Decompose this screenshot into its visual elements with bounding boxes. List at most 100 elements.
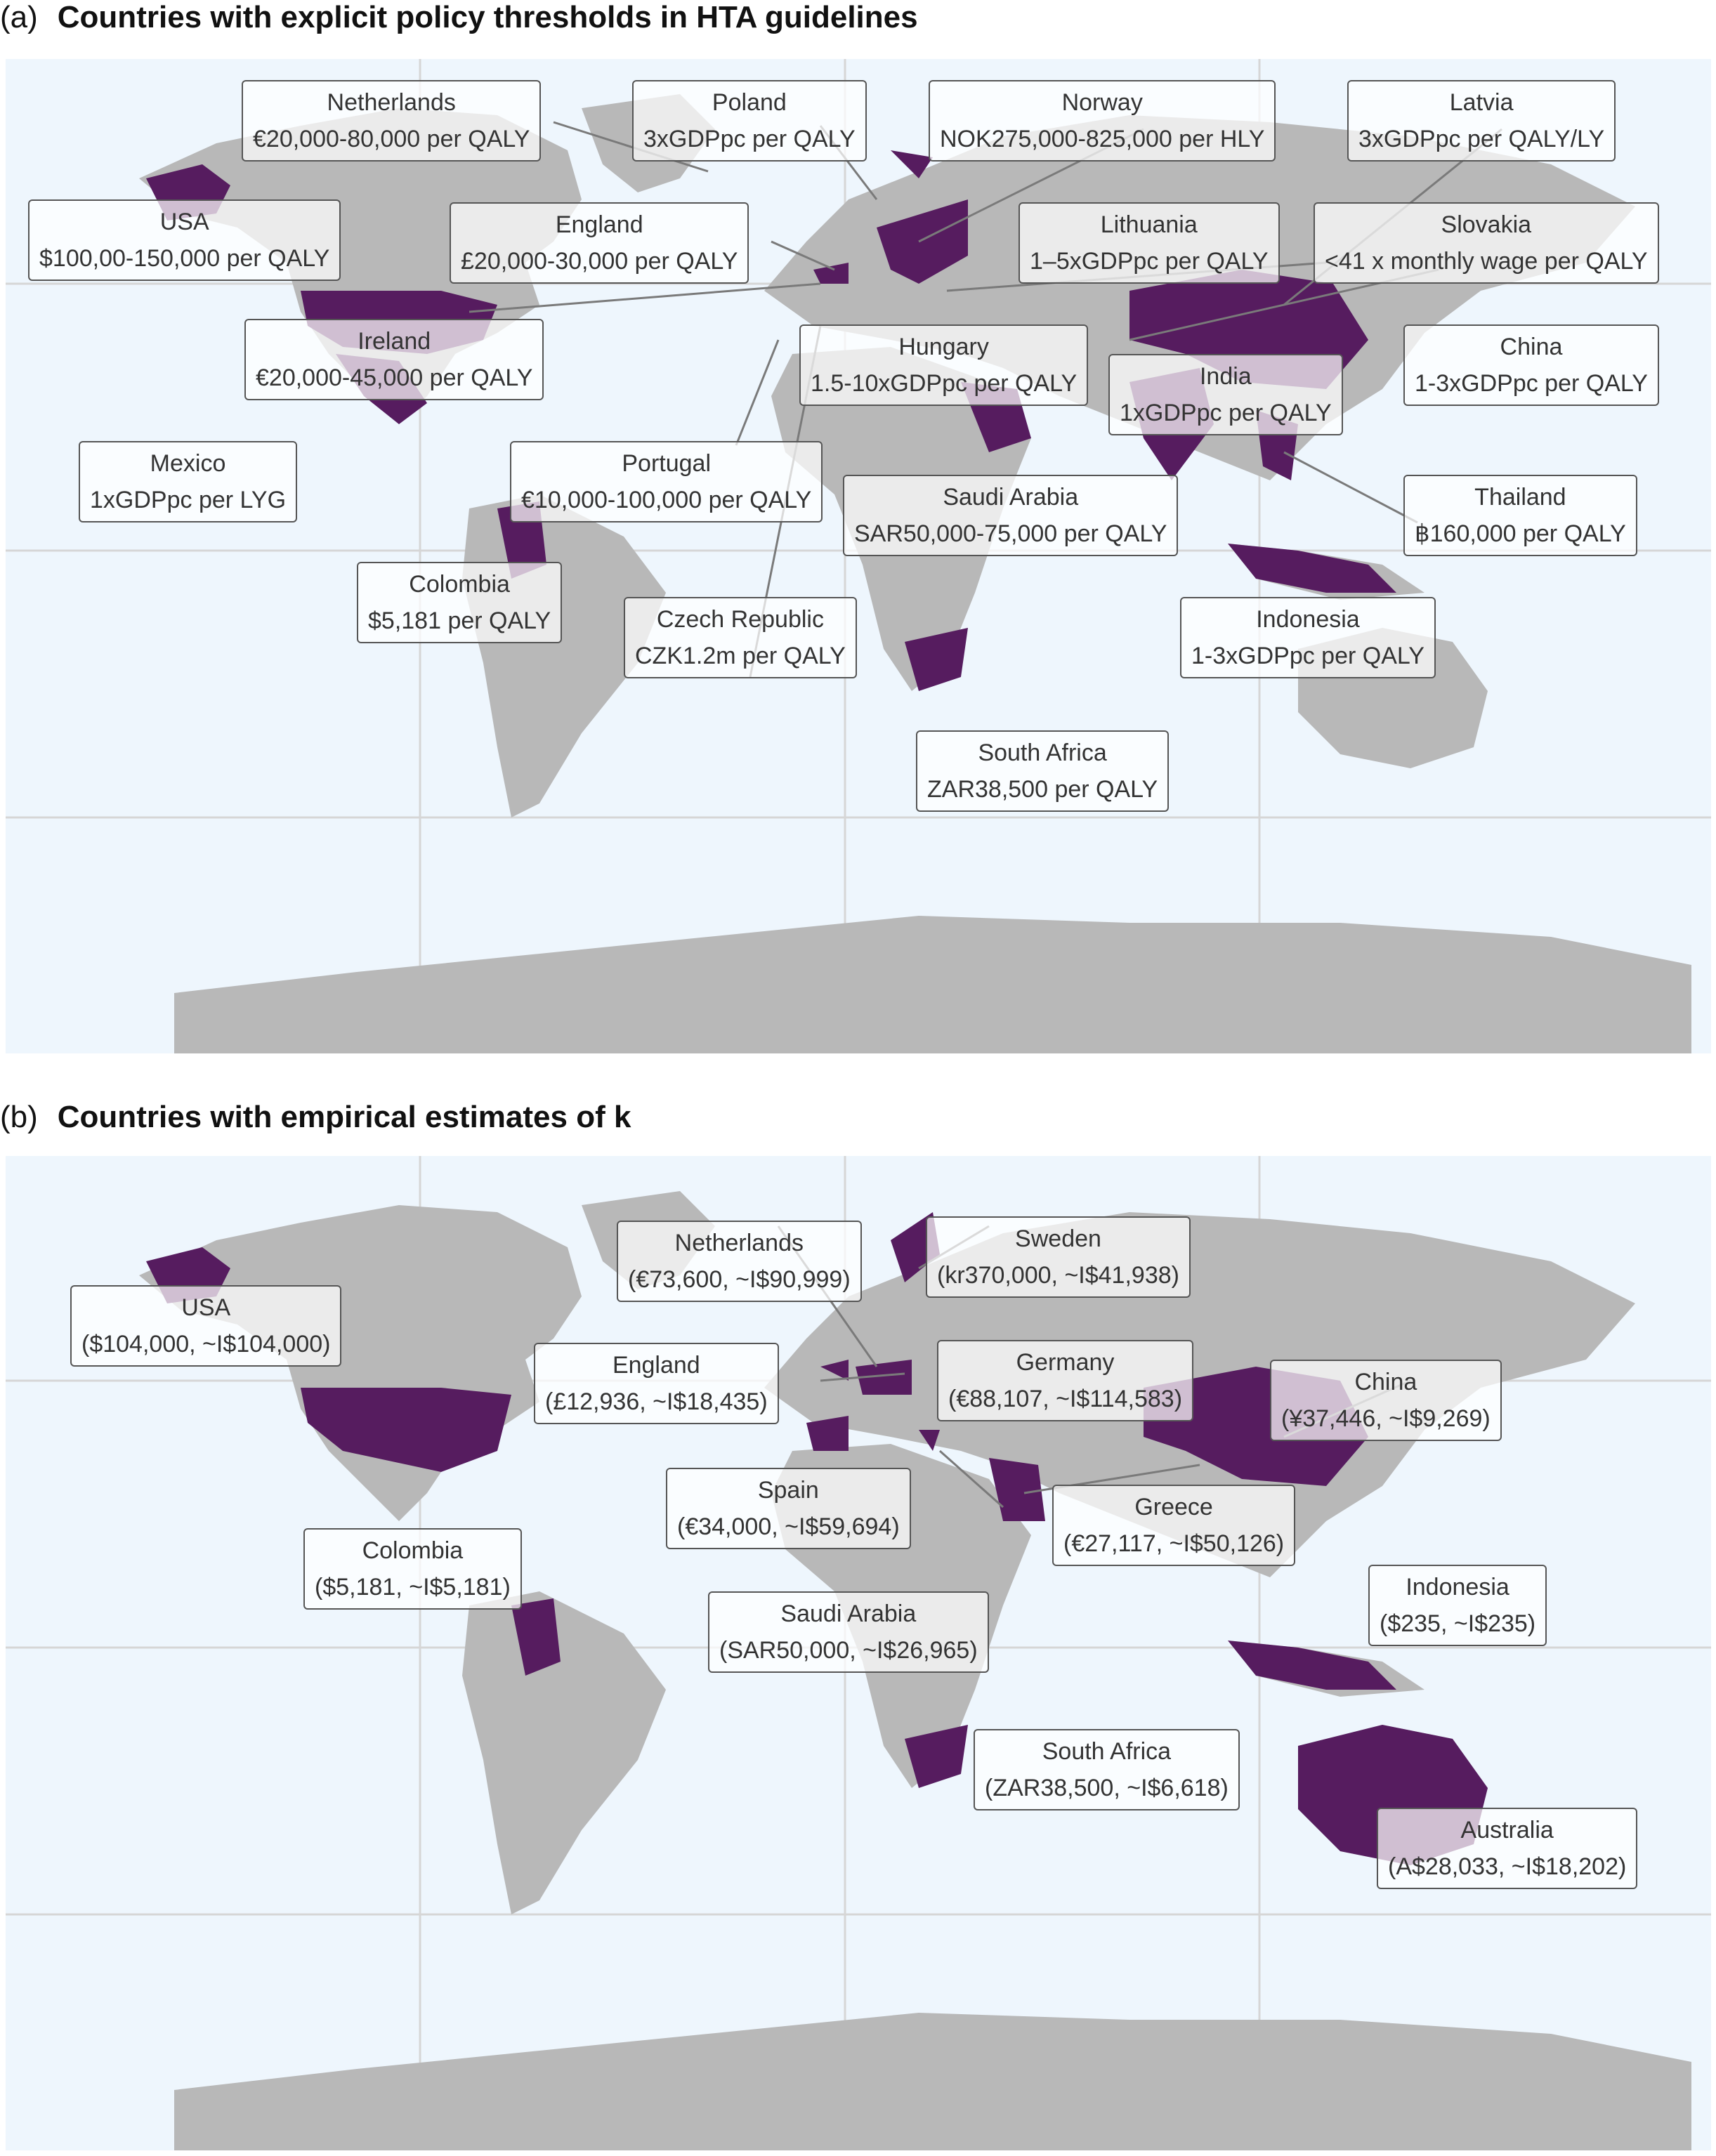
country-value: €20,000-45,000 per QALY [256,364,533,391]
country-value: SAR50,000-75,000 per QALY [854,520,1167,547]
country-value: (kr370,000, ~I$41,938) [937,1262,1179,1289]
country-name: USA [181,1294,231,1321]
country-name: Germany [1016,1349,1115,1376]
country-value: ZAR38,500 per QALY [927,776,1158,803]
country-name: Spain [757,1477,819,1504]
panel-a-map: Netherlands €20,000-80,000 per QALY Polan… [6,59,1711,1053]
panel-a-letter: (a) [0,0,38,34]
country-name: Latvia [1449,89,1514,116]
country-name: Saudi Arabia [943,484,1079,511]
country-name: Poland [712,89,787,116]
label-latvia: Latvia 3xGDPpc per QALY/LY [1347,80,1616,162]
country-name: Mexico [150,450,226,477]
country-name: Indonesia [1406,1574,1509,1600]
country-value: (A$28,033, ~I$18,202) [1388,1853,1627,1880]
label-saudi-arabia: Saudi Arabia SAR50,000-75,000 per QALY [843,475,1179,556]
country-name: Saudi Arabia [780,1600,917,1627]
country-value: (€34,000, ~I$59,694) [677,1513,900,1540]
label-czech-republic: Czech Republic CZK1.2m per QALY [624,597,857,678]
label-spain: Spain (€34,000, ~I$59,694) [666,1468,911,1549]
label-portugal: Portugal €10,000-100,000 per QALY [510,441,823,522]
country-name: Portugal [622,450,711,477]
label-usa: USA $100,00-150,000 per QALY [28,199,341,281]
country-name: Lithuania [1100,211,1198,238]
country-name: Hungary [898,334,989,360]
country-value: 1.5-10xGDPpc per QALY [811,370,1078,397]
label-netherlands: Netherlands (€73,600, ~I$90,999) [617,1221,862,1302]
country-value: ($104,000, ~I$104,000) [81,1331,331,1358]
country-name: Thailand [1474,484,1566,511]
country-value: 3xGDPpc per QALY [643,126,856,152]
label-mexico: Mexico 1xGDPpc per LYG [79,441,298,522]
label-australia: Australia (A$28,033, ~I$18,202) [1377,1808,1638,1889]
country-value: (¥37,446, ~I$9,269) [1281,1405,1491,1432]
label-slovakia: Slovakia <41 x monthly wage per QALY [1314,202,1659,284]
country-name: USA [159,209,209,235]
country-value: £20,000-30,000 per QALY [461,248,738,275]
country-value: (£12,936, ~I$18,435) [545,1388,768,1415]
country-value: 1–5xGDPpc per QALY [1030,248,1269,275]
label-hungary: Hungary 1.5-10xGDPpc per QALY [799,324,1089,406]
country-value: €20,000-80,000 per QALY [253,126,530,152]
country-value: $100,00-150,000 per QALY [39,245,330,272]
country-name: England [555,211,643,238]
label-germany: Germany (€88,107, ~I$114,583) [937,1340,1194,1421]
label-england: England (£12,936, ~I$18,435) [534,1343,779,1424]
panel-b-letter: (b) [0,1100,38,1134]
country-value: ($5,181, ~I$5,181) [315,1574,511,1600]
panel-a-title: Countries with explicit policy threshold… [57,0,918,34]
label-colombia: Colombia ($5,181, ~I$5,181) [303,1528,522,1610]
country-name: India [1199,363,1252,390]
country-value: (€27,117, ~I$50,126) [1063,1530,1285,1557]
label-south-africa: South Africa ZAR38,500 per QALY [916,730,1170,812]
country-name: Czech Republic [656,606,824,633]
label-england: England £20,000-30,000 per QALY [450,202,749,284]
country-value: (SAR50,000, ~I$26,965) [719,1637,978,1664]
country-name: Australia [1460,1817,1554,1843]
country-value: 3xGDPpc per QALY/LY [1358,126,1605,152]
panel-a-header: (a) Countries with explicit policy thresh… [0,0,918,35]
country-name: Colombia [362,1537,464,1564]
country-name: South Africa [1042,1738,1172,1765]
label-saudi-arabia: Saudi Arabia (SAR50,000, ~I$26,965) [708,1591,989,1673]
country-value: ฿160,000 per QALY [1415,520,1626,547]
label-usa: USA ($104,000, ~I$104,000) [70,1285,342,1367]
label-greece: Greece (€27,117, ~I$50,126) [1052,1485,1296,1566]
label-south-africa: South Africa (ZAR38,500, ~I$6,618) [974,1729,1240,1810]
country-value: (€88,107, ~I$114,583) [948,1386,1183,1412]
country-name: Slovakia [1441,211,1532,238]
country-name: Greece [1134,1494,1213,1520]
country-value: 1xGDPpc per QALY [1120,400,1332,426]
country-name: Netherlands [327,89,456,116]
country-value: 1xGDPpc per LYG [90,487,287,513]
country-value: NOK275,000-825,000 per HLY [940,126,1265,152]
label-india: India 1xGDPpc per QALY [1108,354,1343,435]
label-china: China (¥37,446, ~I$9,269) [1270,1360,1502,1441]
label-sweden: Sweden (kr370,000, ~I$41,938) [926,1216,1191,1298]
label-indonesia: Indonesia ($235, ~I$235) [1368,1565,1547,1646]
label-netherlands: Netherlands €20,000-80,000 per QALY [242,80,542,162]
country-value: 1-3xGDPpc per QALY [1191,643,1424,669]
country-value: CZK1.2m per QALY [635,643,846,669]
country-name: South Africa [978,740,1107,766]
country-name: Ireland [358,328,431,355]
country-value: (€73,600, ~I$90,999) [628,1266,851,1293]
label-norway: Norway NOK275,000-825,000 per HLY [929,80,1276,162]
label-thailand: Thailand ฿160,000 per QALY [1403,475,1637,556]
label-poland: Poland 3xGDPpc per QALY [632,80,867,162]
panel-b-header: (b) Countries with empirical estimates of… [0,1100,631,1135]
label-china: China 1-3xGDPpc per QALY [1403,324,1659,406]
country-name: Sweden [1015,1225,1101,1252]
panel-b-map: Netherlands (€73,600, ~I$90,999) Sweden (k… [6,1156,1711,2150]
country-name: Norway [1061,89,1143,116]
panel-b-title: Countries with empirical estimates of k [57,1100,631,1134]
label-colombia: Colombia $5,181 per QALY [357,562,563,643]
label-indonesia: Indonesia 1-3xGDPpc per QALY [1180,597,1436,678]
country-name: Netherlands [674,1230,804,1256]
country-value: 1-3xGDPpc per QALY [1415,370,1648,397]
country-value: $5,181 per QALY [368,607,551,634]
country-name: Colombia [409,571,510,598]
country-name: China [1354,1369,1417,1395]
country-value: €10,000-100,000 per QALY [521,487,812,513]
country-name: Indonesia [1256,606,1360,633]
